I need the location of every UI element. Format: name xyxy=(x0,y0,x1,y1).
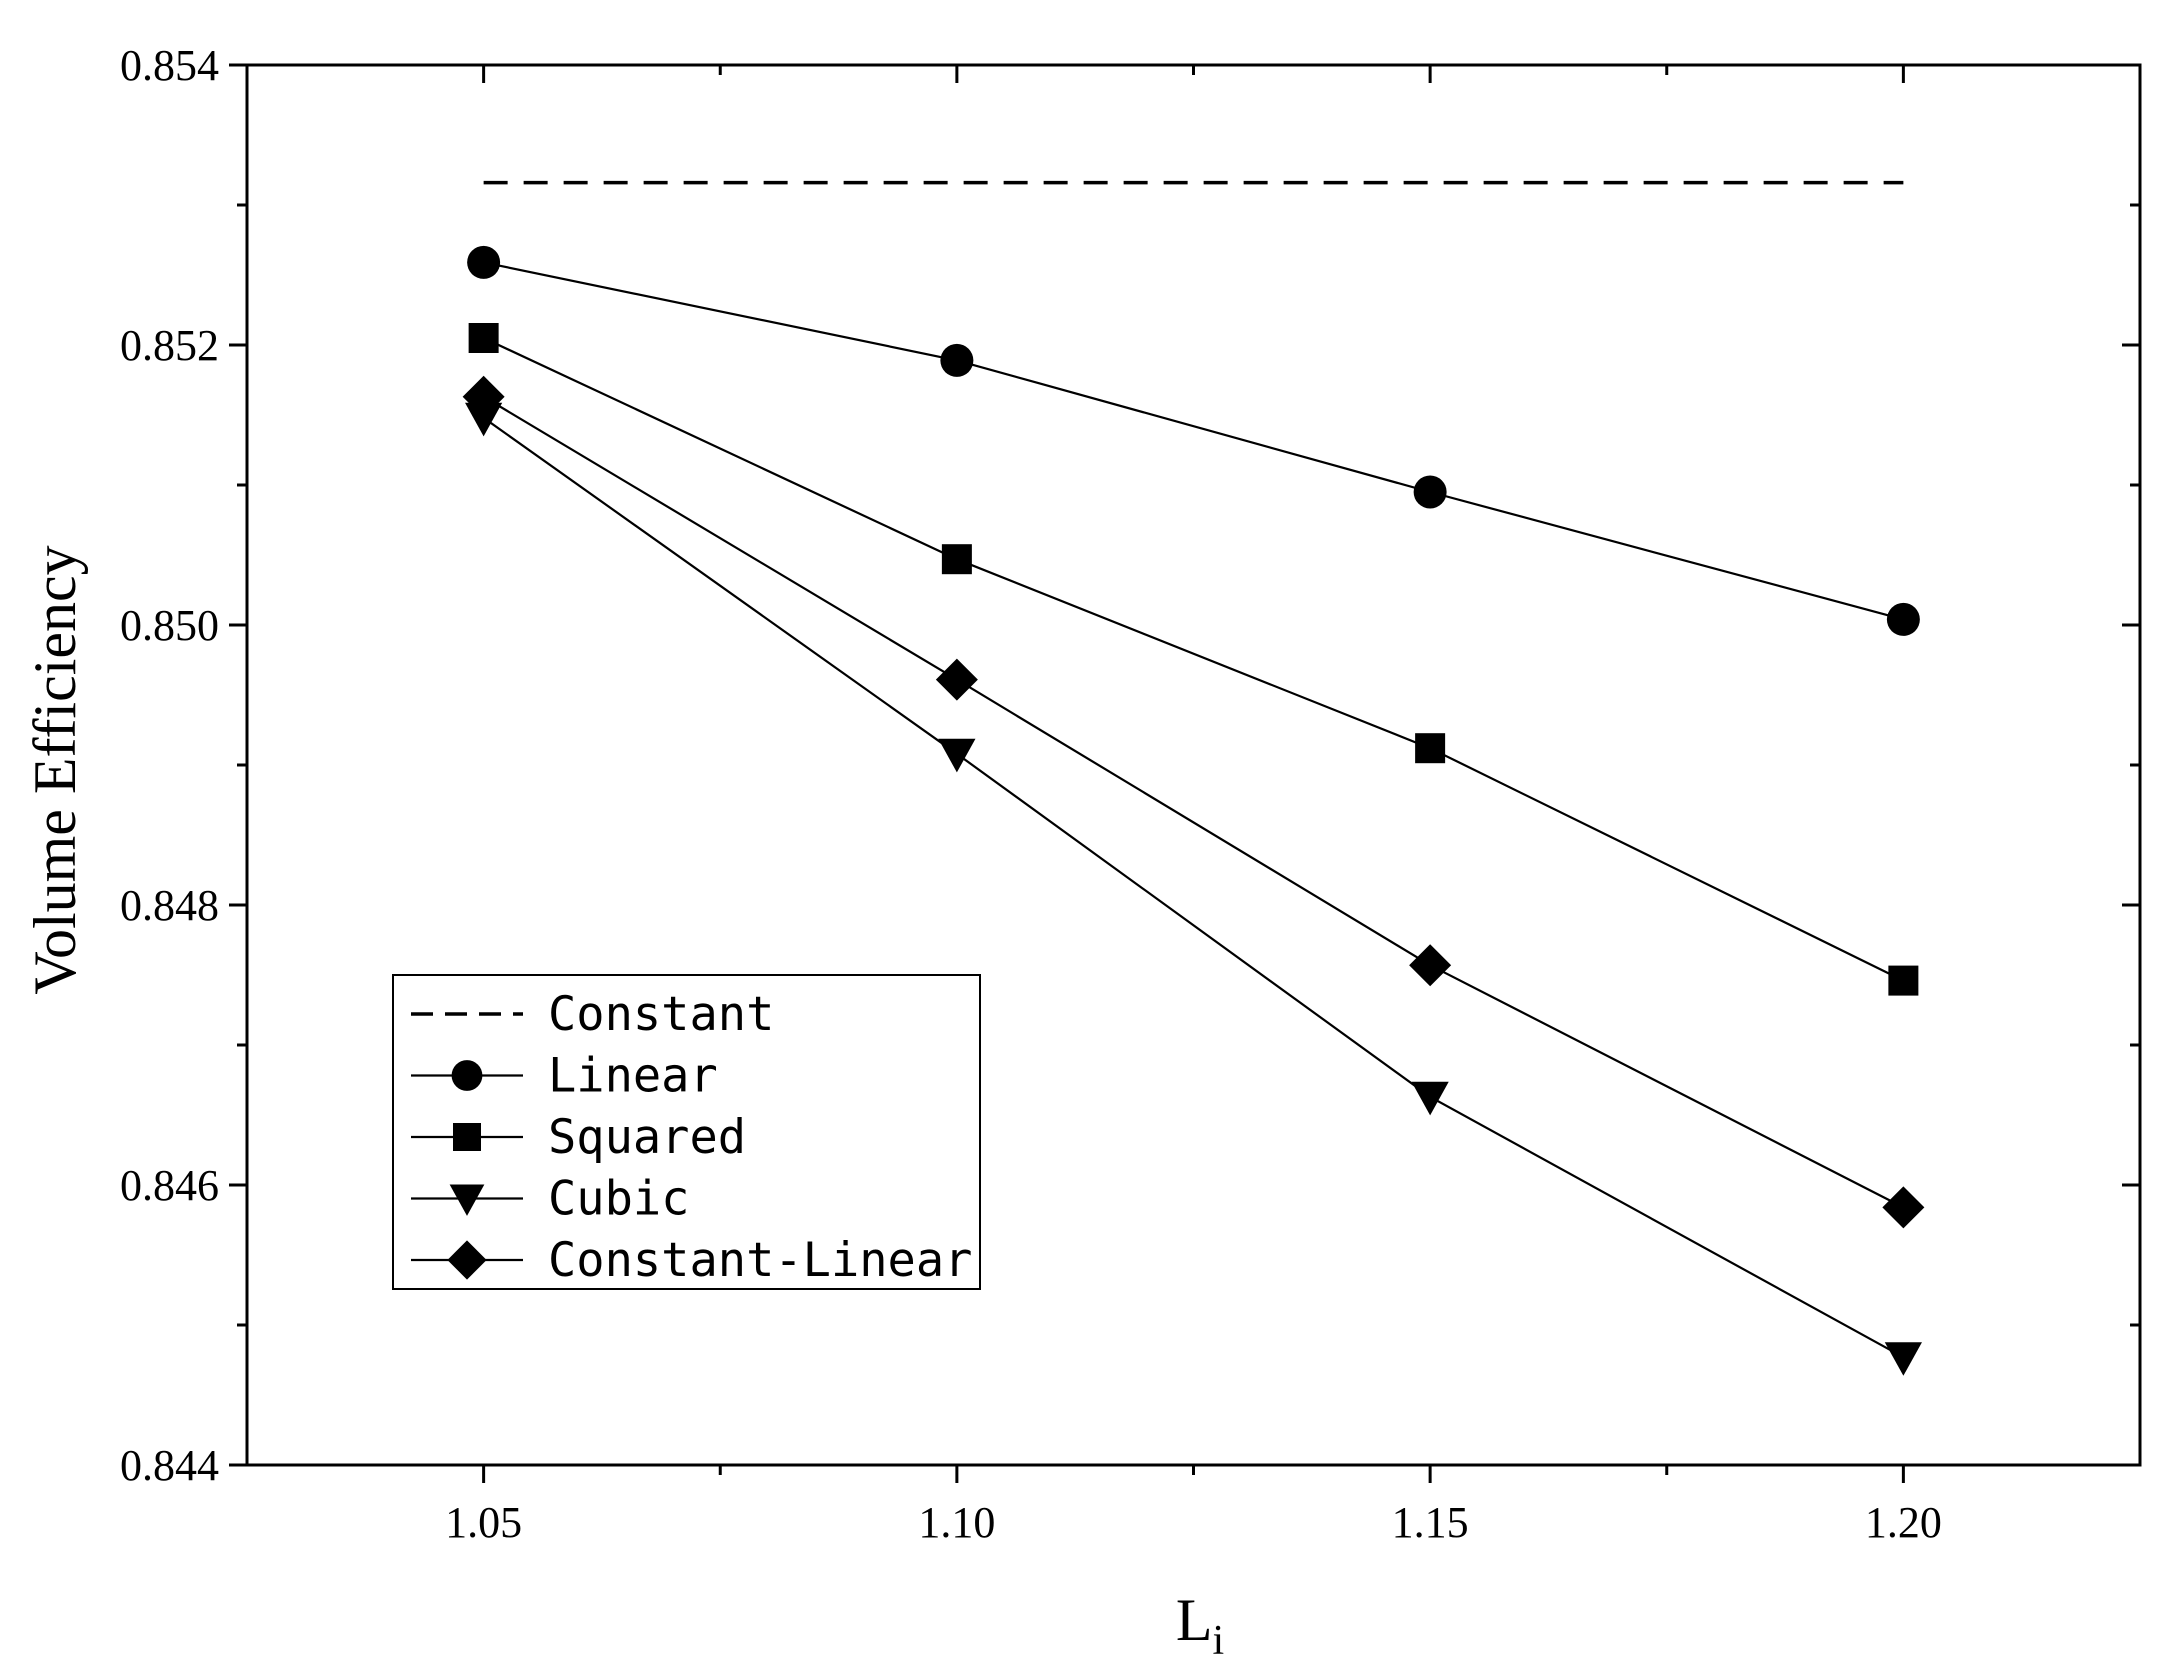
y-axis-title: Volume Efficiency xyxy=(22,545,88,994)
legend-label-cubic: Cubic xyxy=(548,1172,689,1227)
data-point-squared xyxy=(468,323,499,353)
data-point-constant-linear xyxy=(1409,944,1452,987)
data-point-squared xyxy=(1415,733,1446,764)
series-line-cubic xyxy=(482,416,1904,1359)
x-tick-label: 1.20 xyxy=(1865,1498,1942,1547)
data-point-cubic xyxy=(1884,1342,1922,1376)
data-point-linear xyxy=(467,245,501,279)
x-axis-title-subscript: i xyxy=(1212,1618,1224,1664)
legend-box xyxy=(392,974,981,1290)
data-point-squared xyxy=(941,544,972,575)
data-point-constant-linear xyxy=(1882,1186,1925,1229)
data-point-cubic xyxy=(938,738,976,773)
series-line-squared xyxy=(483,337,1904,982)
y-tick-label: 0.854 xyxy=(120,41,219,90)
data-point-linear xyxy=(940,343,974,377)
legend-marker-cubic xyxy=(449,1184,485,1216)
data-point-squared xyxy=(1888,965,1919,996)
series-line-constant-linear xyxy=(483,395,1904,1209)
y-tick-label: 0.852 xyxy=(120,321,219,370)
y-tick-label: 0.844 xyxy=(120,1441,219,1490)
legend-marker-constant-linear xyxy=(447,1240,487,1280)
legend-marker-linear xyxy=(451,1060,483,1091)
legend-label-linear: Linear xyxy=(548,1049,718,1104)
y-tick-label: 0.850 xyxy=(120,601,219,650)
data-point-constant-linear xyxy=(462,375,505,418)
data-point-cubic xyxy=(465,402,503,437)
data-point-constant-linear xyxy=(935,658,978,701)
legend-label-constant: Constant xyxy=(548,987,774,1042)
legend-label-squared: Squared xyxy=(548,1110,746,1165)
x-tick-label: 1.05 xyxy=(445,1498,522,1547)
legend-label-constant-linear: Constant-Linear xyxy=(548,1233,972,1288)
x-axis-title-main: L xyxy=(1176,1587,1213,1653)
data-point-cubic xyxy=(1411,1081,1449,1116)
data-point-linear xyxy=(1886,602,1920,636)
series-line-linear xyxy=(483,261,1904,621)
legend-marker-squared xyxy=(453,1123,481,1151)
x-axis-title: Li xyxy=(1176,1587,1224,1664)
x-tick-label: 1.10 xyxy=(918,1498,995,1547)
y-tick-label: 0.848 xyxy=(120,881,219,930)
data-point-linear xyxy=(1413,475,1447,509)
y-tick-label: 0.846 xyxy=(120,1161,219,1210)
x-tick-label: 1.15 xyxy=(1392,1498,1469,1547)
